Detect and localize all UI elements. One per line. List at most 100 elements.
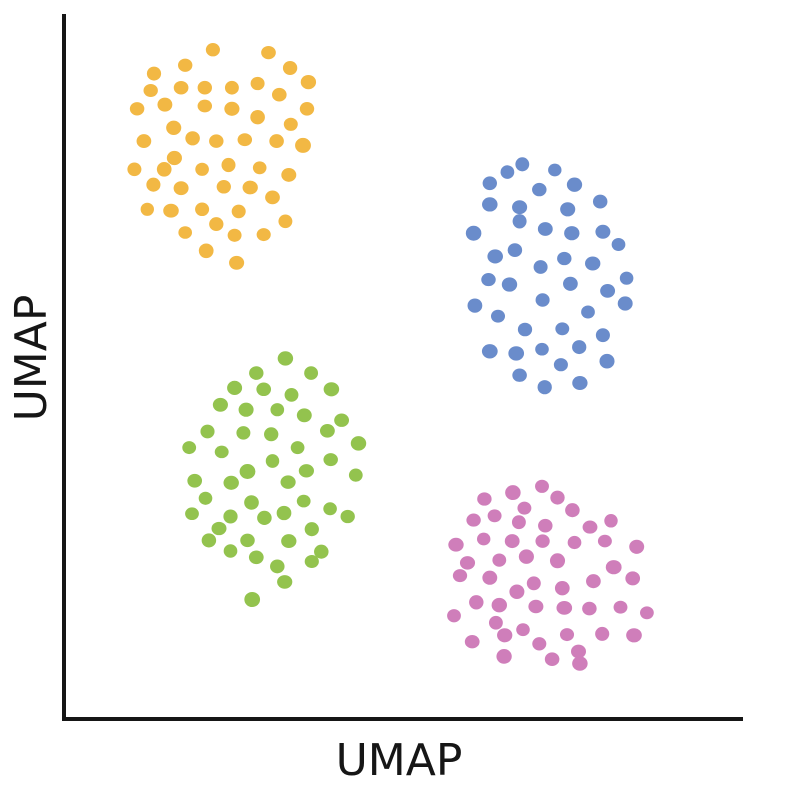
- scatter-point-s3-5: [256, 382, 272, 397]
- scatter-point-s1-27: [166, 150, 182, 166]
- scatter-point-s4-24: [605, 560, 622, 575]
- scatter-point-s1-1: [261, 45, 276, 60]
- scatter-point-s4-13: [448, 537, 464, 552]
- scatter-point-s3-48: [277, 575, 293, 589]
- scatter-point-s2-31: [490, 309, 506, 323]
- scatter-point-s2-6: [532, 182, 547, 197]
- scatter-point-s1-26: [295, 137, 311, 153]
- scatter-point-s3-14: [236, 426, 251, 440]
- scatter-point-s1-11: [271, 87, 287, 102]
- scatter-point-s1-9: [224, 80, 239, 95]
- scatter-point-s4-4: [477, 492, 492, 506]
- scatter-point-s4-2: [505, 485, 521, 501]
- scatter-point-s3-2: [249, 366, 264, 380]
- scatter-point-s3-11: [296, 408, 312, 423]
- scatter-point-s1-40: [163, 203, 179, 218]
- scatter-point-s1-45: [209, 217, 224, 232]
- scatter-point-s3-31: [296, 494, 311, 508]
- scatter-point-s3-18: [214, 445, 229, 459]
- scatter-point-s3-6: [284, 388, 299, 402]
- scatter-point-s3-8: [212, 397, 228, 412]
- scatter-point-s2-26: [619, 271, 634, 285]
- scatter-point-s4-20: [549, 553, 566, 569]
- scatter-point-s3-22: [239, 464, 256, 479]
- scatter-point-s1-23: [209, 134, 224, 148]
- scatter-point-s3-43: [314, 544, 329, 559]
- scatter-point-s4-51: [572, 656, 588, 671]
- scatter-point-s3-36: [276, 505, 292, 521]
- scatter-point-s1-48: [198, 243, 214, 259]
- scatter-point-s1-12: [300, 74, 317, 90]
- scatter-point-s3-3: [304, 366, 319, 380]
- scatter-point-s2-38: [535, 342, 549, 356]
- scatter-point-s3-21: [265, 454, 280, 468]
- scatter-point-s4-12: [604, 514, 618, 528]
- scatter-point-s2-25: [600, 284, 616, 298]
- scatter-point-s2-41: [512, 368, 527, 382]
- scatter-point-s1-49: [229, 255, 245, 270]
- scatter-point-s2-39: [599, 353, 615, 369]
- scatter-point-s2-13: [537, 222, 553, 236]
- scatter-point-s1-18: [299, 101, 315, 116]
- scatter-point-s3-49: [244, 591, 261, 608]
- scatter-point-s2-28: [581, 305, 595, 319]
- scatter-point-s2-27: [535, 293, 550, 307]
- scatter-point-s4-1: [535, 479, 549, 493]
- scatter-point-s2-40: [553, 358, 568, 372]
- scatter-point-s3-32: [323, 502, 337, 516]
- scatter-point-s2-9: [592, 194, 608, 209]
- scatter-point-s4-23: [518, 549, 534, 564]
- scatter-point-s1-6: [143, 84, 158, 97]
- scatter-point-s2-29: [617, 296, 633, 311]
- scatter-point-s3-26: [223, 475, 239, 490]
- scatter-point-s4-27: [526, 576, 541, 591]
- axis-lines: [62, 14, 743, 721]
- scatter-point-s4-39: [447, 609, 461, 623]
- scatter-point-s1-3: [178, 58, 193, 72]
- scatter-point-s4-3: [550, 490, 565, 505]
- scatter-point-s4-8: [466, 513, 481, 527]
- x-axis-label: UMAP: [336, 735, 463, 786]
- scatter-point-s1-43: [278, 214, 293, 229]
- scatter-point-s4-29: [586, 574, 601, 589]
- scatter-point-s1-34: [146, 177, 161, 192]
- scatter-point-s1-29: [127, 162, 142, 177]
- scatter-point-s4-48: [571, 644, 586, 659]
- scatter-point-s1-25: [269, 134, 284, 149]
- scatter-point-s4-19: [629, 539, 645, 554]
- scatter-point-s4-14: [476, 532, 491, 546]
- scatter-point-s3-27: [280, 475, 296, 489]
- scatter-point-s3-4: [227, 380, 243, 396]
- scatter-point-s3-35: [257, 510, 272, 525]
- data-points: [127, 43, 654, 671]
- scatter-point-s2-4: [482, 176, 497, 191]
- scatter-point-s4-46: [497, 628, 513, 643]
- scatter-point-s1-30: [156, 161, 172, 177]
- scatter-point-s4-30: [625, 571, 641, 586]
- scatter-point-s2-22: [481, 273, 496, 287]
- scatter-point-s2-33: [555, 322, 570, 336]
- scatter-point-s3-46: [270, 559, 285, 574]
- scatter-point-s2-3: [500, 165, 515, 179]
- scatter-point-s4-26: [482, 570, 498, 585]
- scatter-point-s1-15: [197, 99, 213, 113]
- scatter-point-s1-10: [250, 76, 265, 91]
- scatter-point-s3-10: [270, 403, 285, 417]
- scatter-point-s1-21: [166, 120, 182, 136]
- scatter-point-s1-7: [173, 80, 189, 95]
- scatter-point-s3-38: [340, 509, 355, 524]
- scatter-point-s4-38: [640, 606, 654, 620]
- scatter-point-s2-17: [487, 249, 503, 264]
- scatter-point-s1-32: [221, 157, 236, 173]
- scatter-point-s2-43: [537, 380, 552, 395]
- scatter-point-s3-7: [323, 382, 340, 397]
- scatter-point-s1-19: [283, 117, 298, 131]
- scatter-point-s2-23: [501, 277, 518, 292]
- scatter-point-s2-19: [557, 251, 572, 266]
- scatter-point-s1-47: [256, 228, 271, 242]
- scatter-point-s3-23: [298, 464, 314, 478]
- scatter-point-s2-15: [595, 224, 611, 239]
- scatter-point-s1-31: [195, 162, 209, 176]
- scatter-point-s2-12: [512, 214, 527, 229]
- scatter-point-s4-37: [613, 600, 628, 614]
